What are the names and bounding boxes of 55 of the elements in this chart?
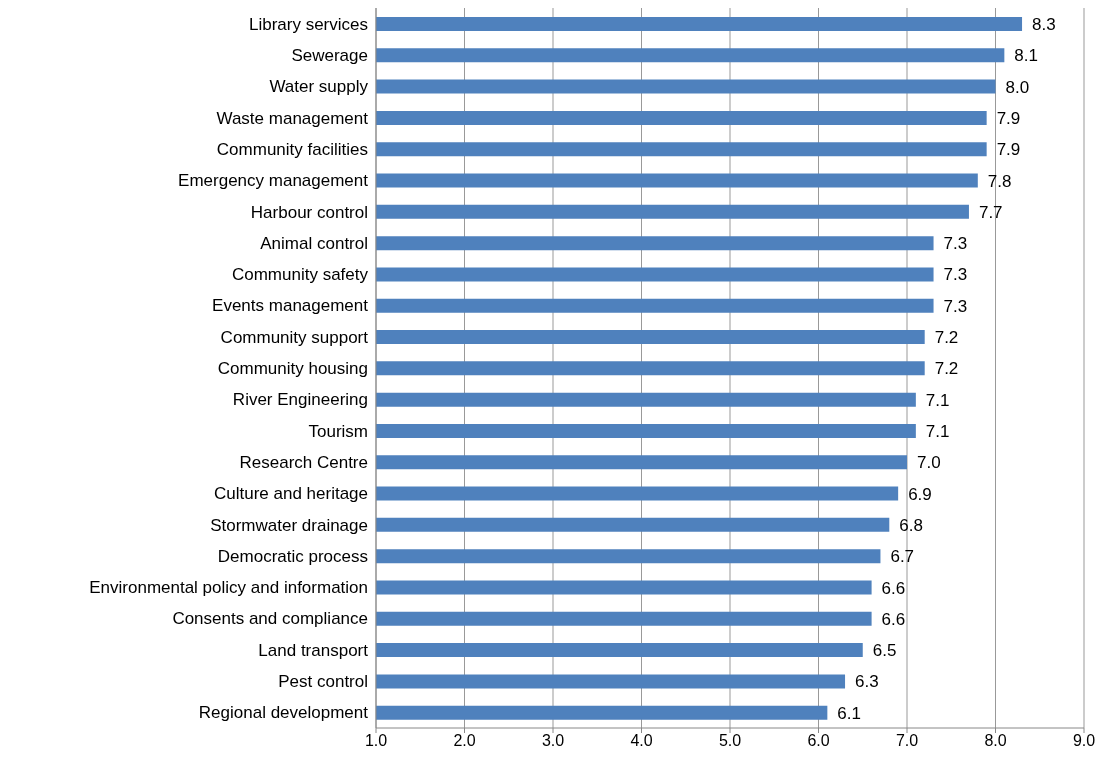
y-tick-label: Pest control <box>278 672 368 692</box>
data-label: 8.3 <box>1032 15 1056 35</box>
y-tick-label: Tourism <box>308 421 368 441</box>
data-label: 8.1 <box>1014 46 1038 66</box>
data-label: 6.8 <box>899 515 923 535</box>
y-tick-label: Library services <box>248 14 368 34</box>
data-label: 7.3 <box>943 234 968 254</box>
x-tick-label: 1.0 <box>364 732 388 750</box>
y-tick-label: Land transport <box>258 640 369 660</box>
y-tick-label: Stormwater drainage <box>210 515 368 535</box>
y-tick-label: Emergency management <box>178 171 369 191</box>
y-tick-label: Water supply <box>269 77 369 97</box>
x-tick-label: 8.0 <box>984 732 1007 750</box>
data-label: 6.9 <box>908 484 932 504</box>
data-label: 7.9 <box>996 140 1021 160</box>
data-label: 6.7 <box>890 547 915 567</box>
x-tick-label: 7.0 <box>895 732 919 750</box>
data-label: 7.3 <box>943 296 968 316</box>
data-label: 6.6 <box>881 609 906 629</box>
x-tick-label: 9.0 <box>1072 732 1096 750</box>
y-tick-label: Regional development <box>198 703 369 723</box>
data-label: 8.0 <box>1005 77 1030 97</box>
y-tick-label: Community safety <box>231 265 369 285</box>
x-tick-label: 5.0 <box>718 732 742 750</box>
y-tick-label: River Engineering <box>232 390 368 410</box>
x-tick-label: 2.0 <box>453 732 476 750</box>
data-label: 7.7 <box>978 202 1003 222</box>
data-label: 7.0 <box>917 453 941 473</box>
y-tick-label: Culture and heritage <box>213 484 368 504</box>
y-tick-label: Research Centre <box>239 452 368 472</box>
y-tick-label: Democratic process <box>217 546 368 566</box>
y-tick-label: Harbour control <box>250 202 368 222</box>
y-tick-label: Consents and compliance <box>172 609 368 629</box>
data-label: 7.3 <box>943 265 968 285</box>
x-tick-label: 6.0 <box>807 732 830 750</box>
data-label: 6.1 <box>837 703 861 723</box>
data-label: 7.2 <box>934 328 959 348</box>
y-tick-label: Environmental policy and information <box>89 578 368 598</box>
data-label: 6.6 <box>881 578 906 598</box>
y-tick-label: Community housing <box>217 359 368 379</box>
data-label: 7.2 <box>934 359 959 379</box>
x-tick-label: 4.0 <box>630 732 653 750</box>
y-tick-label: Community facilities <box>216 139 368 159</box>
x-tick-label: 3.0 <box>541 732 565 750</box>
y-tick-label: Sewerage <box>291 45 368 65</box>
y-tick-label: Animal control <box>260 233 368 253</box>
data-label: 6.5 <box>872 641 897 661</box>
y-tick-label: Waste management <box>216 108 369 128</box>
data-label: 7.9 <box>996 108 1021 128</box>
data-label: 7.1 <box>925 390 950 410</box>
y-tick-label: Community support <box>220 327 369 347</box>
y-tick-label: Events management <box>212 296 369 316</box>
data-label: 6.3 <box>855 672 879 692</box>
data-label: 7.1 <box>925 421 950 441</box>
data-label: 7.8 <box>987 171 1012 191</box>
